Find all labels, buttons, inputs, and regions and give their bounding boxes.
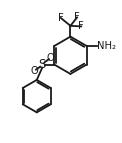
Text: S: S — [39, 58, 46, 71]
Text: F: F — [58, 13, 64, 23]
Text: NH₂: NH₂ — [97, 41, 116, 51]
Text: O: O — [46, 53, 54, 63]
Text: F: F — [74, 12, 80, 22]
Text: F: F — [78, 21, 84, 31]
Text: O: O — [31, 66, 39, 76]
